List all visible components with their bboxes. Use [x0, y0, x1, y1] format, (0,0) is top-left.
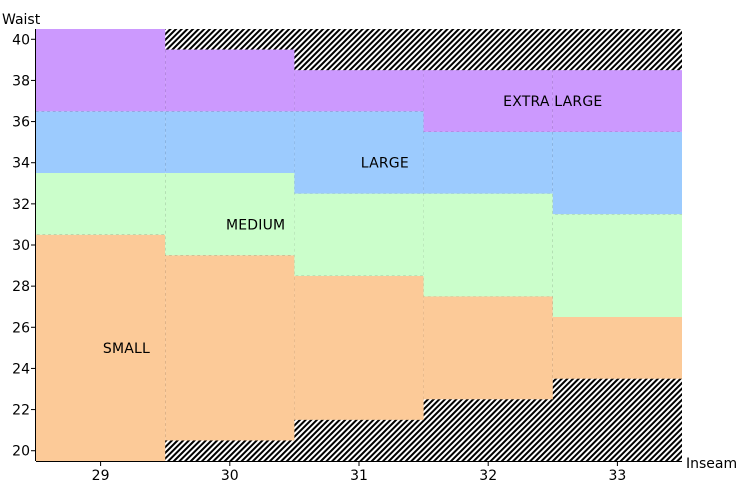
axes: 29 30 31 32 33 20 22 24 26 28 30 32 34 36 38 40 Inseam… — [2, 12, 737, 484]
x-axis-title: Inseam — [686, 456, 737, 472]
y-tick-label-38: 38 — [12, 73, 30, 89]
y-tick-label-26: 26 — [12, 320, 30, 336]
region-medium-inseam-30 — [165, 173, 295, 256]
region-medium-inseam-33 — [552, 214, 682, 317]
region-large-inseam-32 — [423, 131, 553, 194]
y-tick-label-20: 20 — [12, 444, 30, 460]
x-tick-label-33: 33 — [608, 468, 626, 484]
x-tick-label-29: 29 — [92, 468, 110, 484]
y-tick-label-28: 28 — [12, 279, 30, 295]
size-regions — [36, 29, 682, 461]
y-tick-label-24: 24 — [12, 361, 30, 377]
region-small-inseam-30 — [165, 255, 295, 441]
x-tick-label-32: 32 — [479, 468, 497, 484]
y-tick-label-32: 32 — [12, 197, 30, 213]
region-medium-inseam-32 — [423, 193, 553, 297]
region-large-inseam-33 — [552, 131, 682, 215]
y-tick-label-36: 36 — [12, 115, 30, 131]
region-extra-large-inseam-31 — [294, 70, 424, 112]
size-labels: SMALL MEDIUM LARGE EXTRA LARGE — [103, 94, 602, 357]
label-large: LARGE — [361, 156, 409, 172]
region-extra-large-inseam-32 — [423, 70, 553, 132]
region-extra-large-inseam-33 — [552, 70, 682, 132]
y-axis-title: Waist — [2, 12, 41, 28]
region-medium-inseam-31 — [294, 193, 424, 276]
label-small: SMALL — [103, 341, 150, 357]
x-tick-label-30: 30 — [221, 468, 239, 484]
region-small-inseam-33 — [552, 317, 682, 379]
y-tick-label-22: 22 — [12, 403, 30, 419]
label-extra-large: EXTRA LARGE — [503, 94, 602, 110]
label-medium: MEDIUM — [226, 217, 285, 233]
x-ticks: 29 30 31 32 33 — [92, 461, 626, 484]
region-small-inseam-29 — [36, 234, 166, 461]
y-tick-label-40: 40 — [12, 32, 30, 48]
region-large-inseam-31 — [294, 111, 424, 194]
region-extra-large-inseam-30 — [165, 49, 295, 112]
region-small-inseam-31 — [294, 275, 424, 420]
y-tick-label-34: 34 — [12, 156, 30, 172]
region-large-inseam-29 — [36, 111, 166, 173]
region-large-inseam-30 — [165, 111, 295, 173]
y-tick-label-30: 30 — [12, 238, 30, 254]
region-extra-large-inseam-29 — [36, 29, 166, 112]
region-small-inseam-32 — [423, 296, 553, 400]
region-medium-inseam-29 — [36, 173, 166, 235]
x-tick-label-31: 31 — [350, 468, 368, 484]
y-ticks: 20 22 24 26 28 30 32 34 36 38 40 — [12, 32, 36, 460]
